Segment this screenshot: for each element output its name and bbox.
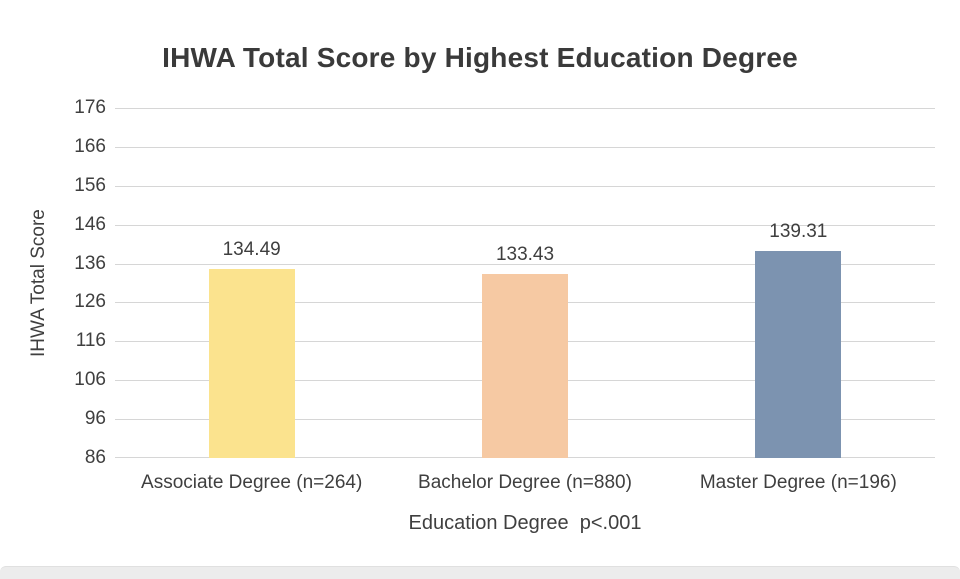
bottom-strip	[0, 566, 960, 579]
chart-title: IHWA Total Score by Highest Education De…	[162, 42, 798, 73]
x-tick-label: Associate Degree (n=264)	[141, 472, 363, 493]
plot-area: 134.49 133.43 139.31	[115, 108, 935, 458]
gridline	[115, 224, 935, 226]
y-tick-label: 116	[75, 330, 106, 352]
y-tick-label: 96	[84, 408, 106, 430]
y-tick-label: 176	[74, 97, 106, 118]
gridline	[115, 108, 935, 109]
y-tick-label: 126	[74, 291, 106, 313]
y-tick-label: 86	[84, 447, 106, 468]
y-tick-label: 136	[74, 252, 106, 274]
y-tick-label: 106	[74, 369, 106, 391]
bar-3	[755, 250, 842, 458]
bar-value-label: 133.43	[495, 243, 555, 265]
bar-value-label: 139.31	[769, 220, 828, 242]
y-tick-label: 156	[74, 174, 106, 196]
gridline	[115, 263, 935, 265]
x-axis: Associate Degree (n=264) Bachelor Degree …	[115, 472, 935, 498]
x-tick-label: Master Degree (n=196)	[699, 472, 897, 493]
x-tick-label: Bachelor Degree (n=880)	[418, 472, 632, 493]
bar-value-label: 134.49	[222, 239, 281, 261]
gridline	[115, 146, 935, 148]
y-tick-label: 166	[74, 135, 106, 157]
gridline	[115, 185, 935, 187]
y-tick-label: 146	[74, 213, 106, 235]
x-axis-title: Education Degree p<.001	[408, 512, 642, 534]
bar-2	[482, 273, 568, 458]
y-axis: 86 96 106 116 126 136 146 156 166 176	[40, 97, 106, 468]
bar-1	[208, 269, 295, 458]
